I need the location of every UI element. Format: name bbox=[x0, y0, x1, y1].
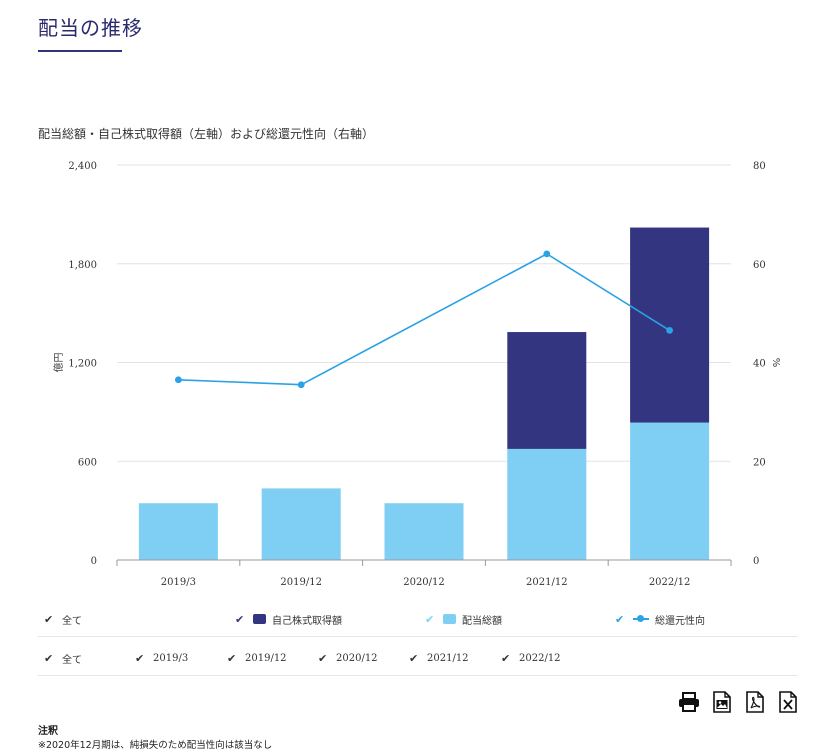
bar-dividend[interactable] bbox=[261, 488, 341, 560]
export-toolbar bbox=[677, 690, 799, 713]
y-tick-label: 1,200 bbox=[68, 359, 97, 370]
bar-dividend[interactable] bbox=[138, 503, 218, 560]
x-tick-label: 2020/12 bbox=[403, 577, 445, 588]
x-tick-label: 2019/12 bbox=[280, 577, 322, 588]
legend-swatch-buyback bbox=[253, 614, 266, 624]
checkmark-icon: ✔ bbox=[135, 651, 145, 665]
series-legend: ✔ 全て ✔ 自己株式取得額 ✔ 配当総額 ✔ 総還元性向 bbox=[38, 602, 798, 637]
bar-dividend[interactable] bbox=[630, 422, 710, 560]
x-tick-label: 2022/12 bbox=[649, 577, 691, 588]
legend-item-buyback[interactable]: ✔ 自己株式取得額 bbox=[235, 602, 342, 636]
legend-all-toggle[interactable]: ✔ 全て bbox=[44, 602, 82, 636]
y-tick-label: 600 bbox=[78, 457, 97, 468]
y-tick-label: 1,800 bbox=[68, 260, 97, 271]
line-series bbox=[175, 250, 673, 389]
y2-tick-label: 0 bbox=[753, 556, 759, 567]
legend-item-payout[interactable]: ✔ 総還元性向 bbox=[615, 602, 705, 636]
period-item[interactable]: ✔ 2022/12 bbox=[501, 641, 561, 675]
print-icon[interactable] bbox=[677, 690, 700, 713]
grid-lines bbox=[117, 164, 731, 462]
period-all-label: 全て bbox=[62, 654, 82, 666]
legend-label: 総還元性向 bbox=[655, 615, 705, 627]
period-item[interactable]: ✔ 2019/12 bbox=[227, 641, 287, 675]
y-tick-label: 0 bbox=[91, 556, 97, 567]
legend-swatch-dividend bbox=[443, 614, 456, 624]
bar-buyback[interactable] bbox=[507, 332, 587, 449]
y2-tick-label: 40 bbox=[753, 359, 766, 370]
dividend-chart: 0 600 1,200 1,800 2,400 0 20 40 60 80 2019/3 2019/1… bbox=[52, 161, 781, 588]
period-all-toggle[interactable]: ✔ 全て bbox=[44, 641, 82, 675]
line-point[interactable] bbox=[666, 327, 673, 334]
period-label: 2019/12 bbox=[245, 652, 287, 664]
bar-buyback[interactable] bbox=[630, 227, 710, 423]
line-payout bbox=[178, 252, 671, 386]
page-title: 配当の推移 bbox=[38, 16, 143, 40]
period-filter: ✔ 全て ✔ 2019/3 ✔ 2019/12 ✔ 2020/12 ✔ 2021… bbox=[38, 641, 798, 676]
period-item[interactable]: ✔ 2020/12 bbox=[318, 641, 378, 675]
bar-series bbox=[138, 227, 710, 560]
x-tick-label: 2021/12 bbox=[526, 577, 568, 588]
checkmark-icon: ✔ bbox=[318, 651, 328, 665]
legend-item-dividend[interactable]: ✔ 配当総額 bbox=[425, 602, 502, 636]
chart-title: 配当総額・自己株式取得額（左軸）および総還元性向（右軸） bbox=[38, 127, 375, 141]
notes-text: ※2020年12月期は、純損失のため配当性向は該当なし bbox=[38, 740, 273, 751]
legend-all-label: 全て bbox=[62, 615, 82, 627]
checkmark-icon: ✔ bbox=[409, 651, 419, 665]
y2-tick-label: 60 bbox=[753, 260, 766, 271]
legend-label: 自己株式取得額 bbox=[272, 615, 342, 627]
checkmark-icon: ✔ bbox=[235, 612, 245, 626]
checkmark-icon: ✔ bbox=[227, 651, 237, 665]
y-axis-title: 億円 bbox=[52, 353, 65, 373]
line-point[interactable] bbox=[543, 250, 551, 258]
checkmark-icon: ✔ bbox=[501, 651, 511, 665]
y2-tick-label: 20 bbox=[753, 457, 766, 468]
checkmark-icon: ✔ bbox=[615, 612, 625, 626]
checkmark-icon: ✔ bbox=[44, 612, 54, 626]
bar-dividend[interactable] bbox=[507, 448, 587, 560]
period-label: 2019/3 bbox=[153, 652, 189, 664]
notes-title: 注釈 bbox=[38, 726, 58, 737]
period-label: 2020/12 bbox=[336, 652, 378, 664]
period-label: 2022/12 bbox=[519, 652, 561, 664]
legend-label: 配当総額 bbox=[462, 615, 502, 627]
y2-tick-label: 80 bbox=[753, 161, 766, 172]
period-item[interactable]: ✔ 2019/3 bbox=[135, 641, 188, 675]
checkmark-icon: ✔ bbox=[44, 651, 54, 665]
excel-download-icon[interactable] bbox=[776, 690, 799, 713]
y-tick-label: 2,400 bbox=[68, 161, 97, 172]
y2-axis-title: % bbox=[770, 358, 781, 368]
period-item[interactable]: ✔ 2021/12 bbox=[409, 641, 469, 675]
pdf-download-icon[interactable] bbox=[743, 690, 766, 713]
legend-swatch-payout bbox=[633, 614, 649, 624]
checkmark-icon: ✔ bbox=[425, 612, 435, 626]
axes: 0 600 1,200 1,800 2,400 0 20 40 60 80 2019/3 2019/1… bbox=[52, 161, 781, 588]
line-point[interactable] bbox=[297, 381, 305, 389]
x-tick-label: 2019/3 bbox=[161, 577, 196, 588]
bar-dividend[interactable] bbox=[384, 503, 464, 560]
title-underline bbox=[38, 50, 122, 52]
image-download-icon[interactable] bbox=[710, 690, 733, 713]
line-point[interactable] bbox=[175, 376, 182, 384]
period-label: 2021/12 bbox=[427, 652, 469, 664]
